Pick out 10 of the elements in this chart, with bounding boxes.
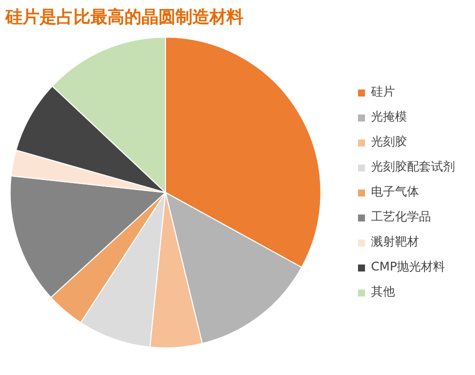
legend-label: 光掩模 xyxy=(371,108,407,126)
legend-label: 光刻胶配套试剂 xyxy=(371,158,455,176)
legend-label: 工艺化学品 xyxy=(371,208,431,226)
legend-label: CMP抛光材料 xyxy=(371,258,445,276)
legend-label: 电子气体 xyxy=(371,184,419,200)
legend-label: 溅射靶材 xyxy=(371,234,419,250)
legend-label: 其他 xyxy=(371,284,395,300)
chart-title: 硅片是占比最高的晶圆制造材料 xyxy=(4,8,244,28)
legend-label: 硅片 xyxy=(371,84,395,100)
legend-label: 光刻胶 xyxy=(371,134,407,150)
